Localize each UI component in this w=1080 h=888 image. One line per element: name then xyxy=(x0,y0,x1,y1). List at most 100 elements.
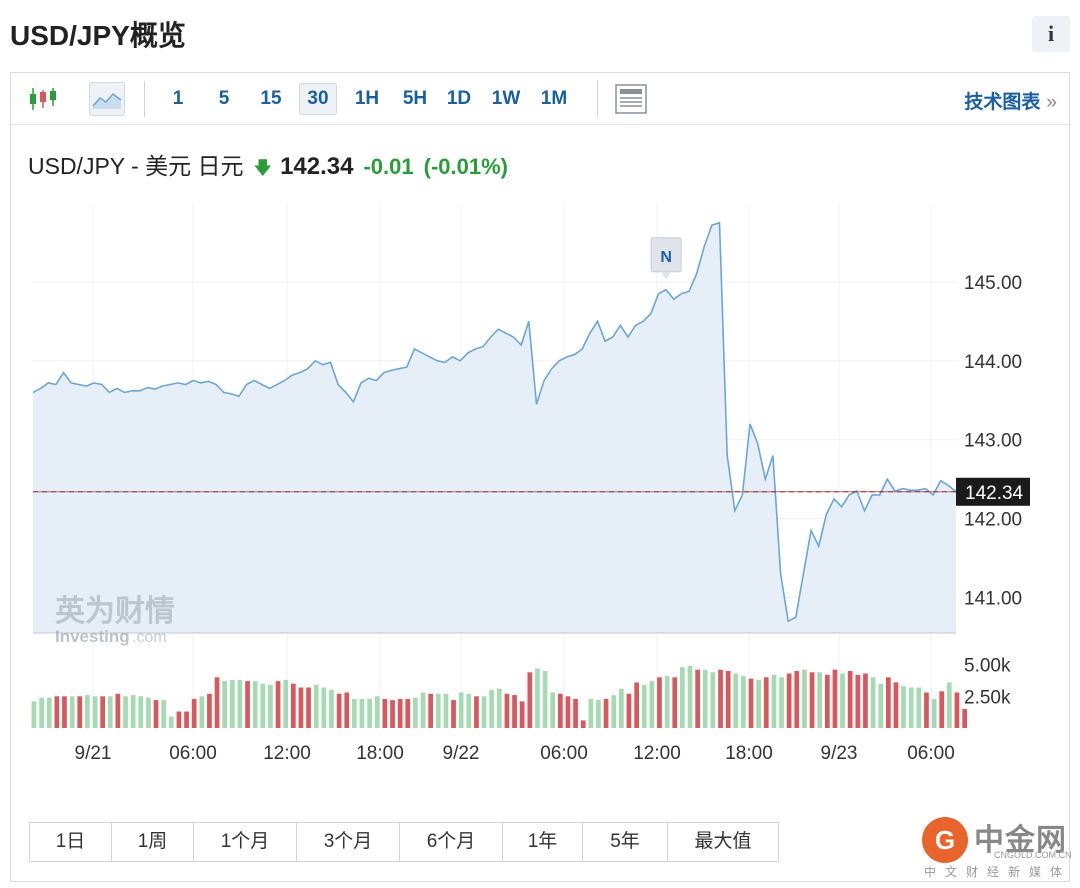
volume-bar xyxy=(382,698,388,728)
range-button-3[interactable]: 3个月 xyxy=(297,823,400,861)
interval-button-1d[interactable]: 1D xyxy=(446,88,472,109)
volume-bar xyxy=(763,677,769,728)
volume-bar xyxy=(367,698,372,728)
volume-bar xyxy=(153,700,159,728)
tech-chart-link[interactable]: 技术图表» xyxy=(964,92,1057,113)
volume-bar xyxy=(275,681,281,728)
interval-button-1[interactable]: 1 xyxy=(172,88,184,109)
volume-bar xyxy=(802,669,807,728)
interval-button-5[interactable]: 5 xyxy=(218,88,230,109)
volume-bar xyxy=(908,687,914,728)
volume-bar xyxy=(283,679,289,728)
volume-bar xyxy=(527,672,533,728)
interval-button-5h[interactable]: 5H xyxy=(402,88,428,109)
y-tick-label: 144.00 xyxy=(964,352,1022,373)
volume-bar xyxy=(504,693,510,728)
x-tick-label: 18:00 xyxy=(725,743,773,764)
volume-bar xyxy=(580,720,586,728)
volume-bar xyxy=(123,696,128,728)
x-tick-label: 06:00 xyxy=(169,743,217,764)
volume-bar xyxy=(374,696,380,728)
volume-bar xyxy=(359,698,365,728)
volume-bar xyxy=(458,692,464,728)
range-button-1[interactable]: 1周 xyxy=(112,823,194,861)
interval-button-30[interactable]: 30 xyxy=(299,83,337,115)
volume-bar xyxy=(390,700,395,728)
news-marker-pointer xyxy=(661,271,672,280)
volume-bar xyxy=(474,696,479,728)
volume-bar xyxy=(748,678,754,728)
volume-bar xyxy=(603,698,609,728)
x-tick-label: 12:00 xyxy=(263,743,311,764)
x-tick-label: 06:00 xyxy=(540,743,588,764)
volume-bar xyxy=(54,696,60,728)
volume-bar xyxy=(413,697,418,728)
volume-bar xyxy=(451,700,456,728)
range-button-7[interactable]: 最大值 xyxy=(694,831,752,852)
volume-bar xyxy=(230,679,235,728)
interval-button-1h[interactable]: 1H xyxy=(354,88,380,109)
last-price: 142.34 xyxy=(280,153,354,180)
price-change: -0.01 xyxy=(363,154,414,179)
volume-bar xyxy=(77,696,83,728)
volume-bar xyxy=(397,698,403,728)
volume-bar xyxy=(611,695,617,728)
volume-bar xyxy=(962,709,967,728)
x-tick-label: 9/22 xyxy=(443,743,480,764)
volume-bar xyxy=(596,700,601,728)
volume-bar xyxy=(146,697,151,728)
volume-bar xyxy=(321,687,327,728)
volume-bar xyxy=(725,671,731,728)
volume-bar xyxy=(825,674,830,728)
volume-bar xyxy=(939,691,945,728)
volume-bar xyxy=(306,687,311,728)
volume-bar xyxy=(931,698,937,728)
range-button-6[interactable]: 5年 xyxy=(583,823,668,861)
volume-bar xyxy=(695,669,700,728)
volume-bar xyxy=(840,673,845,728)
chart-toolbar: 1 5 15 30 1H 5H 1D 1W 1M 技术图表» xyxy=(11,73,1069,125)
volume-bar xyxy=(245,681,250,728)
volume-bar xyxy=(535,668,540,728)
volume-bar xyxy=(481,696,487,728)
volume-bar xyxy=(39,697,44,728)
volume-bar xyxy=(634,682,639,728)
volume-bar xyxy=(428,693,433,728)
volume-bar xyxy=(947,682,952,728)
volume-bar xyxy=(832,669,838,728)
range-button-4[interactable]: 6个月 xyxy=(400,823,503,861)
info-icon[interactable]: i xyxy=(1032,16,1070,52)
volume-bar xyxy=(85,695,90,728)
volume-bar xyxy=(901,686,906,728)
candlestick-chart-icon[interactable] xyxy=(25,82,61,116)
interval-button-1m[interactable]: 1M xyxy=(540,88,568,109)
volume-bar xyxy=(718,669,723,728)
brand-url: CNGOLD.COM.CN xyxy=(994,850,1072,860)
volume-bar xyxy=(207,693,212,728)
volume-bar xyxy=(100,696,105,728)
interval-button-1w[interactable]: 1W xyxy=(491,88,521,109)
y-tick-label: 141.00 xyxy=(964,588,1022,609)
volume-bar xyxy=(512,695,517,728)
volume-bar xyxy=(779,677,784,728)
volume-bar xyxy=(222,681,227,728)
brand-tagline: 中文财经新媒体 xyxy=(924,865,1072,879)
volume-bar xyxy=(855,674,861,728)
volume-bar xyxy=(344,692,350,728)
price-change-pct: (-0.01%) xyxy=(423,154,508,179)
page-title: USD/JPY概览 xyxy=(10,20,186,51)
chart-panel: 1 5 15 30 1H 5H 1D 1W 1M 技术图表» USD/JPY - 美元 日元 🡇… xyxy=(10,72,1070,882)
range-button-5[interactable]: 1年 xyxy=(503,823,583,861)
range-button-0[interactable]: 1日 xyxy=(30,823,112,861)
volume-bar xyxy=(680,667,685,728)
x-tick-label: 12:00 xyxy=(633,743,681,764)
area-chart-icon[interactable] xyxy=(89,82,125,116)
volume-bar xyxy=(756,679,761,728)
volume-bar xyxy=(954,692,960,728)
volume-bar xyxy=(641,684,647,728)
volume-bar xyxy=(489,690,494,728)
news-icon[interactable] xyxy=(613,82,649,116)
volume-bar xyxy=(138,696,144,728)
interval-button-15[interactable]: 15 xyxy=(260,88,282,109)
range-button-2[interactable]: 1个月 xyxy=(194,823,297,861)
